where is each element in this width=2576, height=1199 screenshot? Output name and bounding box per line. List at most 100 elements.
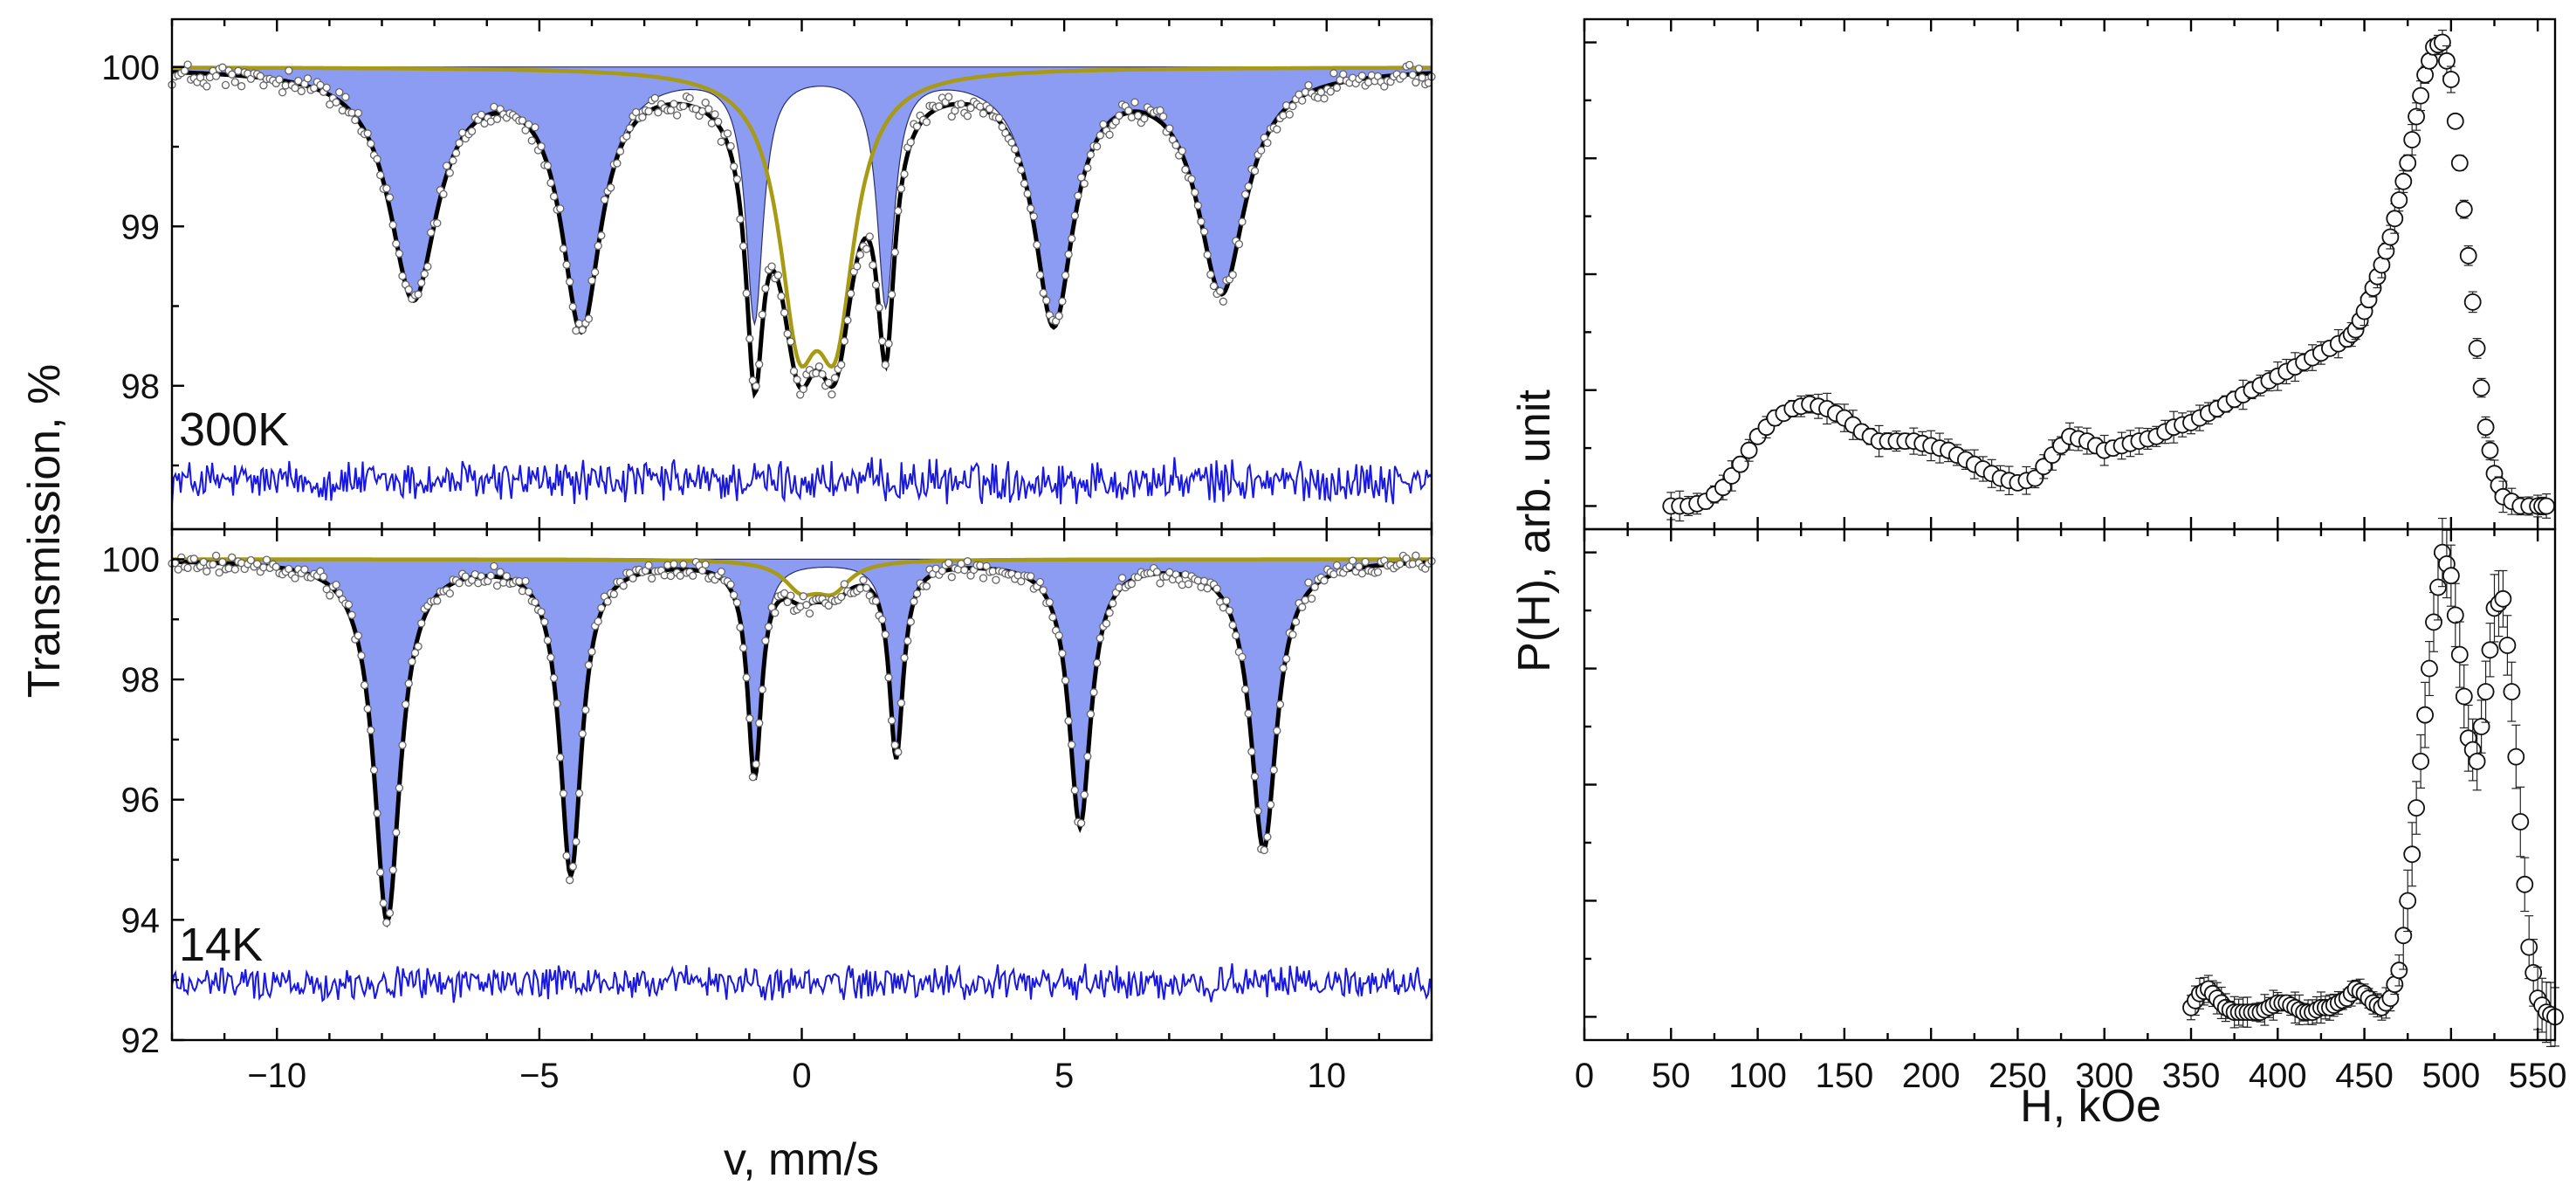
distribution-point <box>2455 200 2473 218</box>
data-point <box>1171 141 1180 149</box>
data-point <box>1061 676 1070 685</box>
data-point <box>433 596 442 605</box>
data-point <box>521 576 530 586</box>
data-point <box>738 242 748 251</box>
data-point <box>433 218 442 228</box>
data-point <box>426 228 436 237</box>
data-point <box>1064 250 1073 258</box>
data-point <box>1178 147 1186 155</box>
data-point <box>1096 634 1104 643</box>
data-point <box>1240 189 1250 199</box>
data-point <box>906 617 915 626</box>
data-point <box>203 82 211 91</box>
distribution-point <box>1740 441 1758 459</box>
data-point <box>752 382 760 390</box>
data-point <box>363 704 372 713</box>
data-point <box>388 220 397 230</box>
data-point <box>730 162 738 171</box>
data-point <box>679 101 688 111</box>
data-point <box>486 571 495 580</box>
data-point <box>1058 649 1067 658</box>
x-tick-label: −10 <box>247 1057 306 1095</box>
distribution-point <box>2507 748 2525 766</box>
data-point <box>723 129 732 138</box>
data-point <box>732 175 742 183</box>
data-point <box>543 636 553 644</box>
data-point <box>890 741 899 749</box>
data-point <box>1228 270 1237 279</box>
data-point <box>584 314 594 323</box>
x-tick-label: 0 <box>1575 1057 1594 1095</box>
data-point <box>319 572 328 582</box>
distribution-point <box>2399 154 2417 172</box>
data-point <box>502 572 512 581</box>
data-point <box>455 579 464 588</box>
data-point <box>666 106 676 114</box>
data-point <box>1301 596 1309 604</box>
data-point <box>894 748 903 756</box>
data-point <box>966 103 975 113</box>
data-point <box>1357 569 1367 578</box>
data-point <box>1156 106 1164 115</box>
data-point <box>354 108 363 118</box>
x-tick-label: 250 <box>1989 1057 2047 1095</box>
data-point <box>420 270 429 279</box>
distribution-point <box>2450 645 2469 664</box>
y-tick-label: 96 <box>121 782 161 820</box>
data-point <box>543 162 553 170</box>
data-point <box>492 582 502 590</box>
data-point <box>237 82 246 91</box>
data-point <box>326 591 334 600</box>
x-tick-label: 100 <box>1728 1057 1787 1095</box>
data-point <box>900 169 909 179</box>
data-point <box>890 248 899 257</box>
distribution-point <box>2390 191 2408 210</box>
data-point <box>499 578 508 587</box>
data-point <box>1013 155 1022 164</box>
field-distribution-300K-panel <box>1583 17 2557 531</box>
data-point <box>945 93 953 101</box>
data-point <box>209 560 217 568</box>
data-point <box>1070 786 1079 795</box>
data-point <box>600 196 609 204</box>
data-point <box>1086 710 1096 719</box>
data-point <box>556 204 565 213</box>
data-point <box>189 555 198 563</box>
data-point <box>896 699 906 707</box>
data-point <box>332 98 340 107</box>
data-point <box>398 272 407 280</box>
data-point <box>271 562 280 571</box>
data-point <box>367 726 375 734</box>
data-point <box>1086 150 1096 159</box>
data-point <box>1199 227 1209 236</box>
data-point <box>1257 146 1266 155</box>
data-point <box>278 88 287 97</box>
x-tick-label: 550 <box>2509 1057 2567 1095</box>
data-point <box>758 310 766 319</box>
data-point <box>1291 617 1301 626</box>
data-point <box>395 783 404 792</box>
data-point <box>363 129 372 138</box>
data-point <box>385 908 395 918</box>
data-point <box>1124 107 1133 115</box>
data-point <box>689 571 697 580</box>
data-point <box>1266 800 1275 810</box>
data-point <box>783 329 792 338</box>
data-point <box>262 555 271 564</box>
data-point <box>752 760 760 768</box>
data-point <box>1263 138 1272 148</box>
data-point <box>1316 87 1326 97</box>
data-point <box>1054 631 1063 640</box>
data-point <box>1260 845 1268 855</box>
data-point <box>711 110 719 119</box>
data-point <box>1238 652 1247 662</box>
data-point <box>1115 111 1123 121</box>
data-point <box>1070 211 1079 220</box>
data-point <box>742 673 751 682</box>
y-tick-label: 98 <box>121 368 161 406</box>
data-point <box>717 567 725 576</box>
data-point <box>300 565 309 574</box>
data-point <box>180 66 189 75</box>
data-point <box>546 178 555 188</box>
data-point <box>998 122 1006 132</box>
